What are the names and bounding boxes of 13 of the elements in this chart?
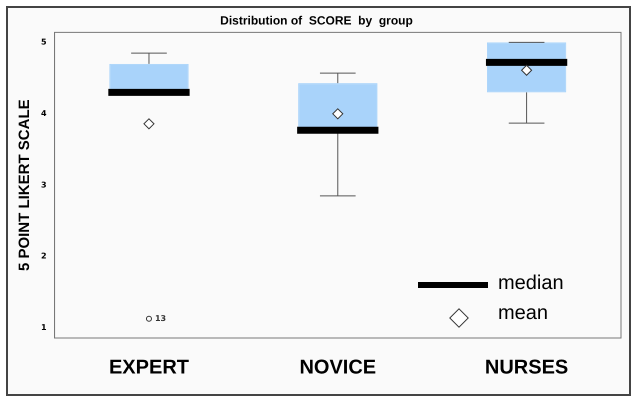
annotation: median: [498, 272, 564, 295]
y-tick-label: 5: [40, 37, 47, 46]
chart-title: Distribution of SCORE by group: [220, 14, 413, 28]
y-tick-label: 3: [40, 180, 47, 190]
x-tick-label: EXPERT: [108, 356, 189, 379]
y-axis-title: 5 POINT LIKERT SCALE: [16, 99, 34, 272]
annotation: 13: [154, 314, 166, 323]
y-tick-label: 2: [40, 252, 47, 261]
y-tick-label: 1: [40, 323, 47, 332]
annotation: mean: [498, 302, 548, 325]
x-tick-label: NOVICE: [299, 356, 376, 379]
x-tick-label: NURSES: [484, 356, 568, 379]
y-tick-label: 4: [40, 108, 47, 118]
